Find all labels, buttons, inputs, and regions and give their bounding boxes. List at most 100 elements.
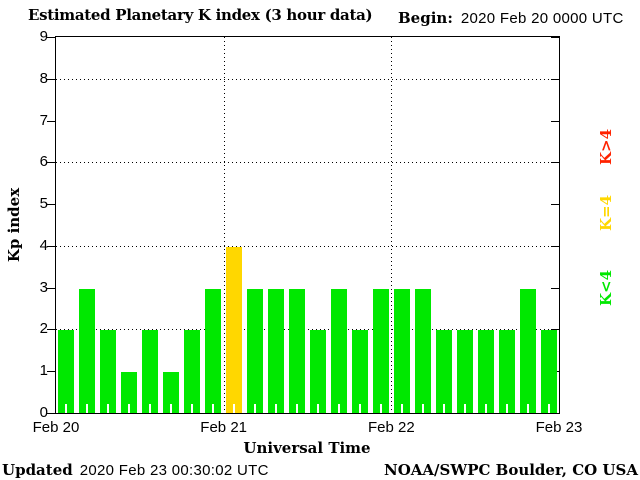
- legend-k-lt-4: K<4: [597, 269, 615, 307]
- x-tick-notch: [170, 404, 173, 413]
- kp-bar: [540, 330, 557, 413]
- credit-text: NOAA/SWPC Boulder, CO USA: [383, 461, 638, 479]
- kp-bar: [351, 330, 368, 413]
- updated-label: Updated: [2, 461, 73, 479]
- y-tick-label: 1: [39, 362, 48, 380]
- x-tick-notch: [421, 404, 424, 413]
- y-tick-label: 9: [39, 28, 48, 45]
- y-tick: [47, 37, 55, 38]
- y-tick: [47, 162, 55, 164]
- y-tick-label: 8: [39, 69, 48, 87]
- y-tick: [551, 78, 559, 80]
- legend-k-gt-4: K>4: [597, 128, 615, 166]
- x-tick-notch: [254, 404, 257, 413]
- chart-title: Estimated Planetary K index (3 hour data…: [28, 6, 373, 24]
- kp-bar: [435, 330, 452, 413]
- y-tick-label: 5: [39, 195, 48, 213]
- kp-bar: [226, 246, 243, 413]
- kp-bar: [498, 330, 515, 413]
- x-tick-notch: [233, 404, 236, 413]
- x-tick-notch: [505, 404, 508, 413]
- y-tick: [47, 245, 55, 247]
- x-tick-notch: [463, 404, 466, 413]
- y-tick-label: 6: [39, 153, 48, 171]
- x-axis-title: Universal Time: [243, 439, 371, 457]
- y-tick: [551, 120, 559, 122]
- kp-bar: [205, 288, 222, 413]
- x-tick-notch: [128, 404, 131, 413]
- y-tick: [47, 371, 55, 373]
- day-boundary-gridline: [224, 37, 225, 413]
- x-tick-notch: [86, 404, 89, 413]
- x-tick-notch: [400, 404, 403, 413]
- y-tick: [551, 287, 559, 289]
- kp-bar: [414, 288, 431, 413]
- y-tick: [551, 204, 559, 206]
- y-gridline: [56, 78, 559, 80]
- legend-k-eq-4: K=4: [597, 194, 615, 232]
- x-tick-notch: [337, 404, 340, 413]
- kp-bar: [519, 288, 536, 413]
- x-tick-notch: [526, 404, 529, 413]
- kp-bar: [163, 372, 180, 413]
- updated-timestamp: Updated 2020 Feb 23 00:30:02 UTC: [2, 461, 269, 479]
- x-tick-notch: [316, 404, 319, 413]
- begin-label: Begin:: [398, 9, 453, 27]
- kp-bar: [142, 330, 159, 413]
- x-tick-notch: [65, 404, 68, 413]
- x-tick-notch: [212, 404, 215, 413]
- y-tick-label: 3: [39, 278, 48, 296]
- x-tick-notch: [296, 404, 299, 413]
- x-tick-label: Feb 23: [535, 419, 583, 436]
- x-tick-notch: [379, 404, 382, 413]
- kp-bar: [79, 288, 96, 413]
- y-tick-label: 7: [39, 111, 48, 129]
- y-gridline: [56, 245, 559, 247]
- x-tick-notch: [484, 404, 487, 413]
- kp-bar: [393, 288, 410, 413]
- y-tick: [47, 413, 55, 414]
- y-tick-label: 4: [39, 236, 48, 254]
- x-tick-notch: [547, 404, 550, 413]
- y-gridline: [56, 329, 559, 331]
- kp-bar: [268, 288, 285, 413]
- x-tick-notch: [191, 404, 194, 413]
- kp-bar: [330, 288, 347, 413]
- kp-bar: [477, 330, 494, 413]
- y-tick: [551, 37, 559, 38]
- x-tick-notch: [149, 404, 152, 413]
- x-tick-notch: [275, 404, 278, 413]
- plot-area: [55, 36, 560, 414]
- kp-bar: [247, 288, 264, 413]
- x-tick-label: Feb 22: [367, 419, 415, 436]
- kp-bar: [121, 372, 138, 413]
- y-tick: [551, 245, 559, 247]
- kp-bar: [289, 288, 306, 413]
- kp-bar: [372, 288, 389, 413]
- kp-bar: [456, 330, 473, 413]
- y-tick-label: 2: [39, 320, 48, 338]
- x-tick-label: Feb 20: [32, 419, 80, 436]
- y-axis-title: Kp index: [5, 187, 23, 263]
- y-gridline: [56, 162, 559, 164]
- y-tick: [47, 78, 55, 80]
- y-tick: [47, 204, 55, 206]
- kp-bar: [184, 330, 201, 413]
- kp-bar: [100, 330, 117, 413]
- y-tick: [551, 162, 559, 164]
- kp-bar: [58, 330, 75, 413]
- x-tick-notch: [358, 404, 361, 413]
- kp-bar: [309, 330, 326, 413]
- y-tick-label: 0: [39, 404, 48, 421]
- begin-value: 2020 Feb 20 0000 UTC: [460, 10, 624, 27]
- begin-timestamp: Begin: 2020 Feb 20 0000 UTC: [398, 9, 624, 27]
- y-tick: [47, 120, 55, 122]
- day-boundary-gridline: [391, 37, 392, 413]
- y-tick: [47, 287, 55, 289]
- y-tick: [551, 329, 559, 331]
- y-tick: [47, 329, 55, 331]
- updated-value: 2020 Feb 23 00:30:02 UTC: [79, 462, 269, 479]
- x-tick-notch: [107, 404, 110, 413]
- x-tick-notch: [442, 404, 445, 413]
